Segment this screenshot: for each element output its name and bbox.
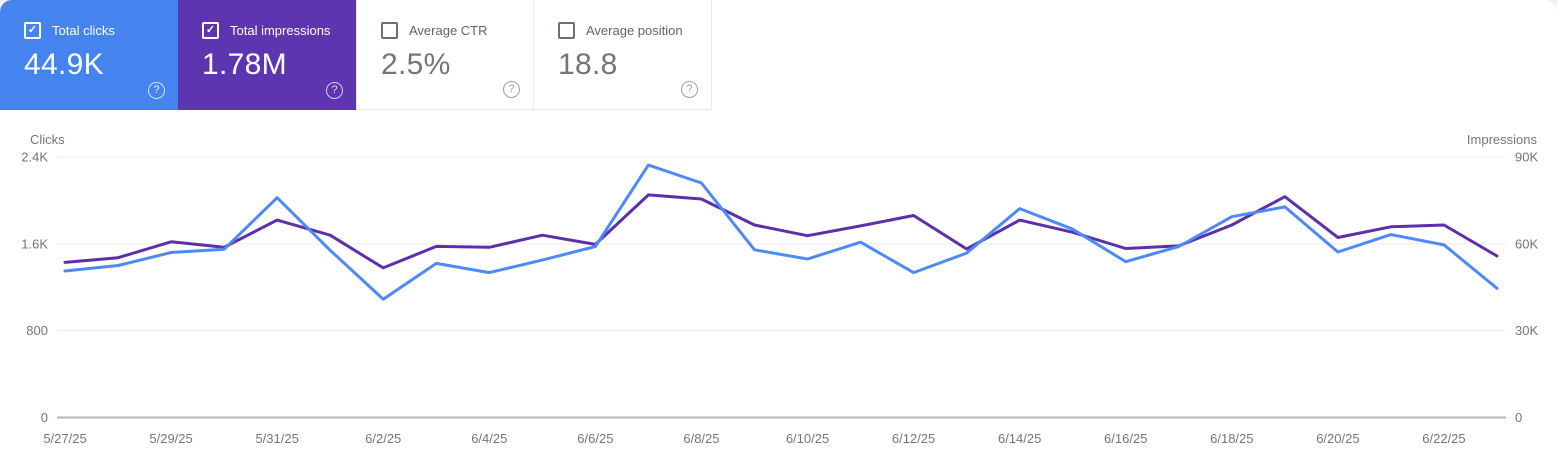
performance-chart: 0 0 800 30K 1.6K 60K 2.4K 90K Clicks Impressions 5… xyxy=(0,110,1557,471)
check-icon: ✓ xyxy=(205,24,216,36)
x-axis-tick-label: 6/10/25 xyxy=(786,431,829,446)
total-clicks-checkbox[interactable]: ✓ xyxy=(24,22,41,39)
impressions-series-line[interactable] xyxy=(63,193,1499,270)
x-axis-tick-label: 6/20/25 xyxy=(1316,431,1359,446)
x-axis-tick-label: 6/8/25 xyxy=(683,431,719,446)
left-axis-tick-label: 2.4K xyxy=(21,150,48,165)
performance-chart-svg: 0 0 800 30K 1.6K 60K 2.4K 90K Clicks Impressions 5… xyxy=(21,132,1538,446)
metric-card-average-ctr[interactable]: ✓ Average CTR 2.5% ? xyxy=(356,0,534,110)
help-icon[interactable]: ? xyxy=(326,82,343,99)
left-axis-tick-label: 1.6K xyxy=(21,236,48,251)
card-header: ✓ Average position xyxy=(558,22,711,39)
check-icon: ✓ xyxy=(27,24,38,36)
average-position-value: 18.8 xyxy=(558,48,618,81)
metric-cards-row: ✓ Total clicks 44.9K ? ✓ Total impressio… xyxy=(0,0,712,110)
average-position-checkbox[interactable]: ✓ xyxy=(558,22,575,39)
card-header: ✓ Total clicks xyxy=(24,22,178,39)
x-axis-tick-label: 6/16/25 xyxy=(1104,431,1147,446)
left-axis-title: Clicks xyxy=(30,132,65,147)
average-ctr-value: 2.5% xyxy=(381,48,451,81)
x-axis-tick-label: 6/18/25 xyxy=(1210,431,1253,446)
right-axis-tick-label: 60K xyxy=(1515,236,1538,251)
average-ctr-label: Average CTR xyxy=(409,23,488,38)
x-axis-tick-label: 6/4/25 xyxy=(471,431,507,446)
metric-card-average-position[interactable]: ✓ Average position 18.8 ? xyxy=(534,0,712,110)
clicks-series-line[interactable] xyxy=(63,163,1499,301)
right-axis-tick-label: 90K xyxy=(1515,150,1538,165)
metric-card-total-impressions[interactable]: ✓ Total impressions 1.78M ? xyxy=(178,0,356,110)
x-axis-tick-label: 5/31/25 xyxy=(255,431,298,446)
right-axis-title: Impressions xyxy=(1467,132,1538,147)
x-axis-tick-label: 5/27/25 xyxy=(43,431,86,446)
average-ctr-checkbox[interactable]: ✓ xyxy=(381,22,398,39)
x-axis-tick-label: 6/12/25 xyxy=(892,431,935,446)
right-axis-tick-label: 30K xyxy=(1515,323,1538,338)
x-axis-tick-label: 6/22/25 xyxy=(1422,431,1465,446)
x-axis-tick-label: 6/14/25 xyxy=(998,431,1041,446)
help-icon[interactable]: ? xyxy=(148,82,165,99)
total-impressions-checkbox[interactable]: ✓ xyxy=(202,22,219,39)
metric-card-total-clicks[interactable]: ✓ Total clicks 44.9K ? xyxy=(0,0,178,110)
card-header: ✓ Average CTR xyxy=(381,22,533,39)
x-axis-tick-label: 6/6/25 xyxy=(577,431,613,446)
right-axis-tick-label: 0 xyxy=(1515,410,1522,425)
x-axis-tick-label: 6/2/25 xyxy=(365,431,401,446)
help-icon[interactable]: ? xyxy=(503,81,520,98)
total-clicks-value: 44.9K xyxy=(24,48,104,81)
average-position-label: Average position xyxy=(586,23,683,38)
left-axis-tick-label: 0 xyxy=(41,410,48,425)
card-header: ✓ Total impressions xyxy=(202,22,356,39)
help-icon[interactable]: ? xyxy=(681,81,698,98)
left-axis-tick-label: 800 xyxy=(26,323,48,338)
x-axis-tick-label: 5/29/25 xyxy=(149,431,192,446)
total-impressions-label: Total impressions xyxy=(230,23,331,38)
total-impressions-value: 1.78M xyxy=(202,48,287,81)
total-clicks-label: Total clicks xyxy=(52,23,115,38)
